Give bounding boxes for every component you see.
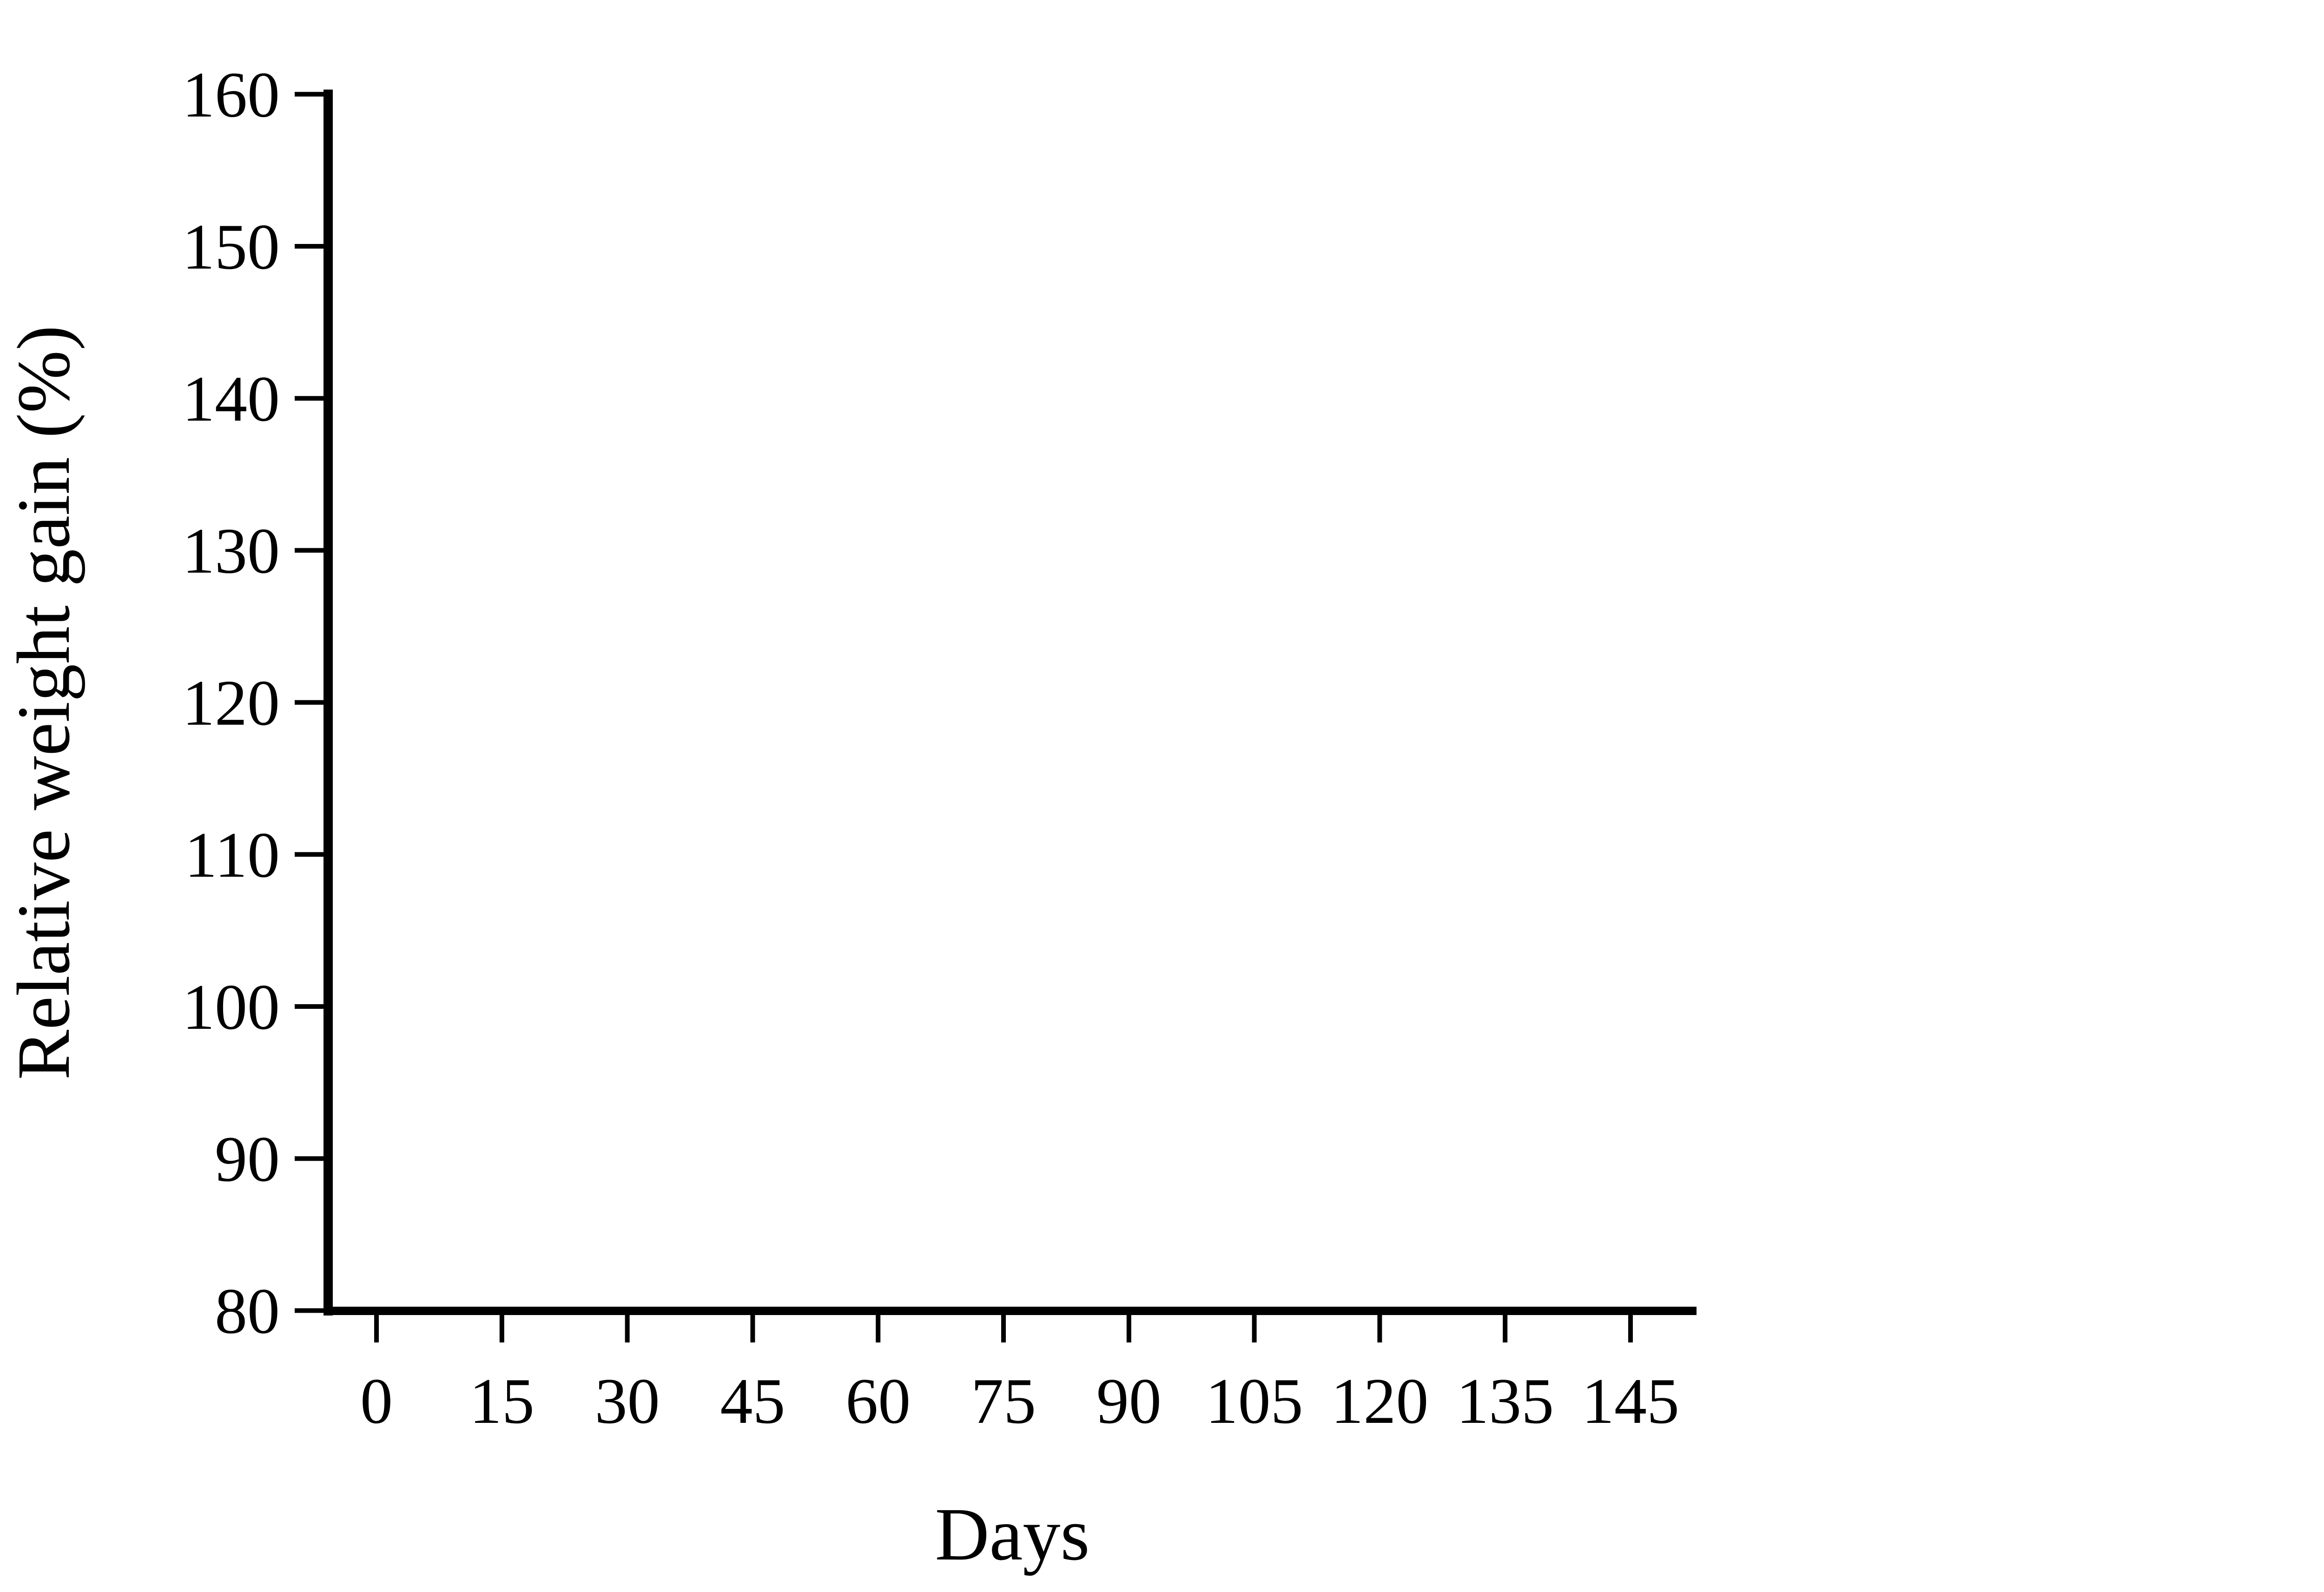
y-tick-label: 80 [215, 1275, 280, 1347]
x-tick-label: 135 [1456, 1365, 1554, 1437]
x-tick-label: 90 [1096, 1365, 1162, 1437]
y-tick-label: 140 [182, 363, 280, 435]
x-tick-label: 75 [971, 1365, 1036, 1437]
x-tick-label: 45 [720, 1365, 785, 1437]
y-tick-label: 130 [182, 515, 280, 587]
y-tick-label: 100 [182, 971, 280, 1043]
x-axis-title: Days [935, 1493, 1090, 1576]
y-tick-label: 90 [215, 1123, 280, 1195]
x-tick-label: 15 [469, 1365, 535, 1437]
y-tick-label: 110 [185, 819, 280, 891]
y-tick-label: 160 [182, 59, 280, 131]
x-tick-label: 60 [845, 1365, 911, 1437]
x-tick-label: 30 [595, 1365, 660, 1437]
y-axis-title: Relative weight gain (%) [2, 325, 86, 1080]
axes [295, 89, 1697, 1342]
axis-labels: 80 90 100 110 120 130 140 150 160 0 15 30 45 60 75 90 10… [2, 59, 1679, 1576]
y-tick-label: 150 [182, 211, 280, 283]
y-tick-label: 120 [182, 667, 280, 739]
x-tick-label: 120 [1331, 1365, 1428, 1437]
x-tick-label: 0 [360, 1365, 393, 1437]
x-tick-label: 145 [1582, 1365, 1679, 1437]
x-tick-label: 105 [1206, 1365, 1303, 1437]
